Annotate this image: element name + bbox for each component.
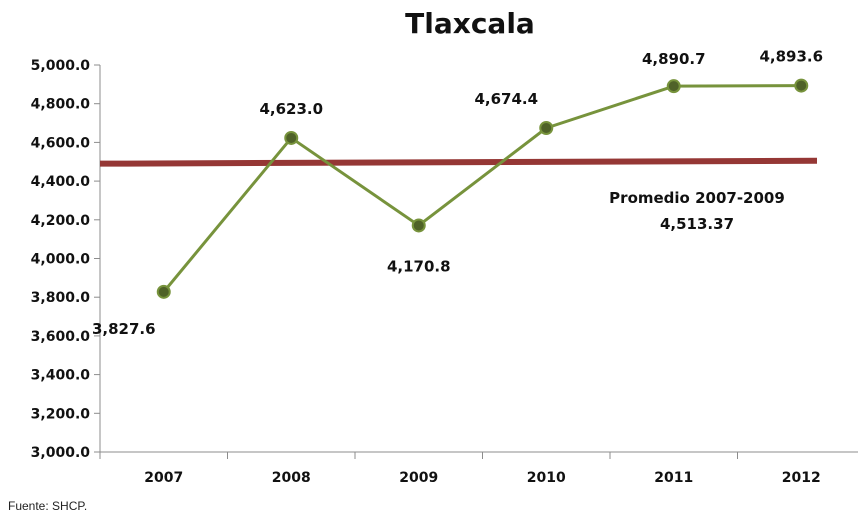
x-tick-label: 2010 xyxy=(527,470,566,486)
y-tick-label: 3,400.0 xyxy=(31,368,91,384)
data-point xyxy=(666,79,681,94)
y-tick-label: 4,800.0 xyxy=(31,97,91,113)
average-reference-line-group xyxy=(99,157,818,167)
data-labels: 3,827.6 4,623.0 4,170.8 4,674.4 4,890.7 4,893… xyxy=(92,48,823,338)
x-tick-label: 2009 xyxy=(399,470,438,486)
data-point xyxy=(411,218,426,233)
data-label: 4,674.4 xyxy=(474,90,538,108)
x-tick-label: 2012 xyxy=(782,470,821,486)
y-axis: 3,000.0 3,200.0 3,400.0 3,600.0 3,800.0 4,000… xyxy=(31,58,101,461)
y-tick-label: 4,600.0 xyxy=(31,135,91,151)
x-tick-label: 2007 xyxy=(144,470,183,486)
data-point xyxy=(539,121,554,136)
y-tick-label: 4,400.0 xyxy=(31,174,91,190)
y-tick-label: 5,000.0 xyxy=(31,58,91,74)
series-line xyxy=(162,84,802,293)
source-note: Fuente: SHCP. xyxy=(8,499,88,513)
average-reference-line xyxy=(99,157,818,167)
x-tick-label: 2011 xyxy=(654,470,693,486)
data-label: 4,170.8 xyxy=(387,257,451,275)
data-point xyxy=(794,78,809,93)
average-label: Promedio 2007-2009 xyxy=(609,189,785,207)
y-tick-label: 3,200.0 xyxy=(31,406,91,422)
data-label: 4,893.6 xyxy=(759,48,823,66)
data-label: 4,623.0 xyxy=(259,100,323,118)
y-tick-label: 3,000.0 xyxy=(31,445,91,461)
data-point xyxy=(284,130,299,145)
data-label: 3,827.6 xyxy=(92,320,156,338)
y-tick-label: 3,800.0 xyxy=(31,290,91,306)
y-tick-label: 3,600.0 xyxy=(31,329,91,345)
x-axis: 2007 2008 2009 2010 2011 2012 xyxy=(99,451,858,486)
y-tick-label: 4,200.0 xyxy=(31,213,91,229)
chart-title: Tlaxcala xyxy=(405,7,535,40)
average-value-label: 4,513.37 xyxy=(660,215,734,233)
data-point xyxy=(156,284,171,299)
x-tick-label: 2008 xyxy=(272,470,311,486)
y-tick-label: 4,000.0 xyxy=(31,252,91,268)
series-tlaxcala xyxy=(156,78,809,299)
data-label: 4,890.7 xyxy=(642,50,706,68)
